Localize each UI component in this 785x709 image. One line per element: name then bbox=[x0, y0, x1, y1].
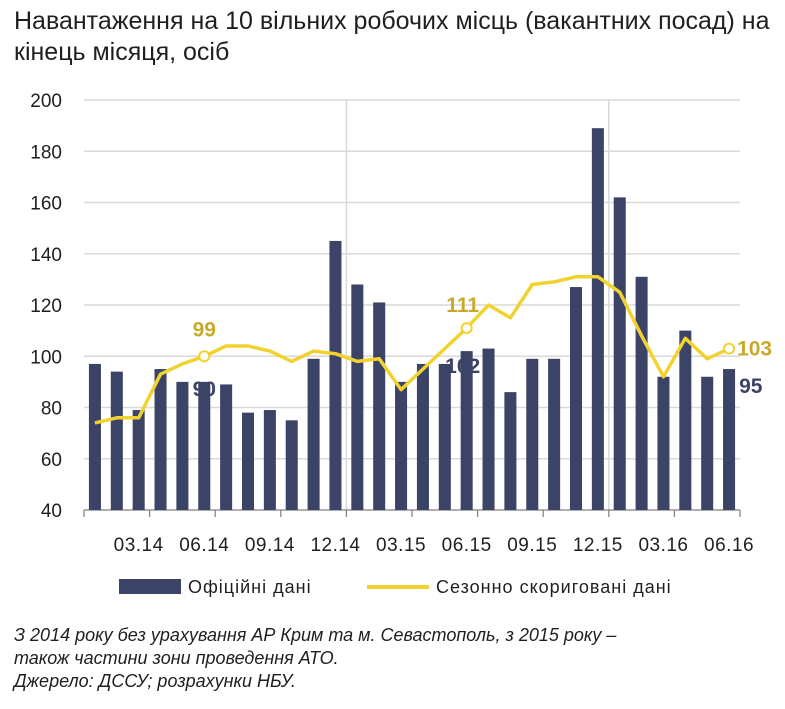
bar-14 bbox=[395, 381, 408, 510]
bar-19 bbox=[504, 392, 517, 510]
bar-11 bbox=[329, 240, 342, 510]
bar-8 bbox=[263, 410, 276, 510]
bar-10 bbox=[307, 358, 320, 510]
footnote-line-1: З 2014 року без урахування АР Крим та м.… bbox=[14, 625, 617, 645]
y-tick-label-160: 160 bbox=[30, 194, 62, 215]
y-tick-label-80: 80 bbox=[41, 399, 62, 420]
bar-28 bbox=[701, 376, 714, 510]
bar-12 bbox=[351, 284, 364, 510]
bar-9 bbox=[285, 420, 298, 510]
bar-29 bbox=[723, 369, 736, 510]
point-marker-99 bbox=[198, 350, 211, 363]
bar-20 bbox=[526, 358, 539, 510]
y-tick-label-60: 60 bbox=[41, 450, 62, 471]
bar-17 bbox=[460, 351, 473, 510]
data-label-99: 99 bbox=[193, 318, 216, 341]
legend-label-line: Сезонно скориговані дані bbox=[436, 577, 672, 597]
bar-24 bbox=[613, 197, 626, 510]
x-tick-label-12.15: 12.15 bbox=[573, 535, 623, 556]
y-tick-label-180: 180 bbox=[30, 142, 62, 163]
point-marker-103 bbox=[723, 342, 736, 355]
data-label-90: 90 bbox=[193, 378, 216, 401]
x-tick-label-03.14: 03.14 bbox=[114, 535, 164, 556]
y-tick-label-140: 140 bbox=[30, 245, 62, 266]
bar-26 bbox=[657, 376, 670, 510]
chart-title: Навантаження на 10 вільних робочих місць… bbox=[14, 7, 770, 66]
bar-2 bbox=[132, 410, 145, 510]
x-tick-label-12.14: 12.14 bbox=[310, 535, 360, 556]
annotations: 99 90 111 102 103 95 bbox=[193, 294, 773, 401]
bar-15 bbox=[416, 363, 429, 510]
y-tick-label-200: 200 bbox=[30, 91, 62, 112]
x-tick-label-06.14: 06.14 bbox=[179, 535, 229, 556]
x-tick-label-09.15: 09.15 bbox=[507, 535, 557, 556]
bar-23 bbox=[591, 128, 604, 510]
bar-16 bbox=[438, 363, 451, 510]
bar-18 bbox=[482, 348, 495, 510]
data-label-102: 102 bbox=[445, 355, 480, 378]
bar-0 bbox=[88, 363, 101, 510]
line-series bbox=[94, 275, 730, 425]
legend: Офіційні дані Сезонно скориговані дані bbox=[119, 577, 672, 597]
legend-swatch-bar bbox=[119, 579, 181, 594]
bar-7 bbox=[241, 412, 255, 510]
legend-label-bar: Офіційні дані bbox=[188, 577, 312, 597]
bar-6 bbox=[220, 384, 233, 510]
bar-4 bbox=[176, 381, 189, 510]
y-ticks: 40 60 80 100 120 140 160 180 200 bbox=[30, 91, 62, 522]
footnote-line-2: також частини зони проведення АТО. bbox=[14, 648, 339, 668]
data-label-111: 111 bbox=[446, 294, 479, 317]
y-tick-label-100: 100 bbox=[30, 347, 62, 368]
bar-5 bbox=[198, 381, 211, 510]
point-marker-111 bbox=[460, 322, 473, 335]
x-tick-label-03.15: 03.15 bbox=[376, 535, 426, 556]
bars bbox=[88, 128, 736, 510]
bar-1 bbox=[110, 371, 123, 510]
bar-3 bbox=[154, 369, 167, 510]
y-tick-label-120: 120 bbox=[30, 296, 62, 317]
y-tick-label-40: 40 bbox=[41, 501, 62, 522]
bar-27 bbox=[679, 330, 692, 510]
x-tick-label-06.16: 06.16 bbox=[704, 535, 754, 556]
line-sa bbox=[94, 275, 730, 425]
source-note: Джерело: ДССУ; розрахунки НБУ. bbox=[14, 671, 296, 691]
x-tick-label-03.16: 03.16 bbox=[638, 535, 688, 556]
data-label-103: 103 bbox=[737, 338, 772, 361]
bar-13 bbox=[373, 302, 386, 510]
x-tick-label-09.14: 09.14 bbox=[245, 535, 295, 556]
bar-21 bbox=[548, 358, 561, 510]
x-ticks: 03.14 06.14 09.14 12.14 03.15 06.15 09.15 12.15… bbox=[83, 510, 754, 556]
x-tick-label-06.15: 06.15 bbox=[442, 535, 492, 556]
bar-25 bbox=[635, 276, 648, 510]
bar-22 bbox=[569, 287, 583, 510]
data-label-95: 95 bbox=[739, 375, 763, 398]
